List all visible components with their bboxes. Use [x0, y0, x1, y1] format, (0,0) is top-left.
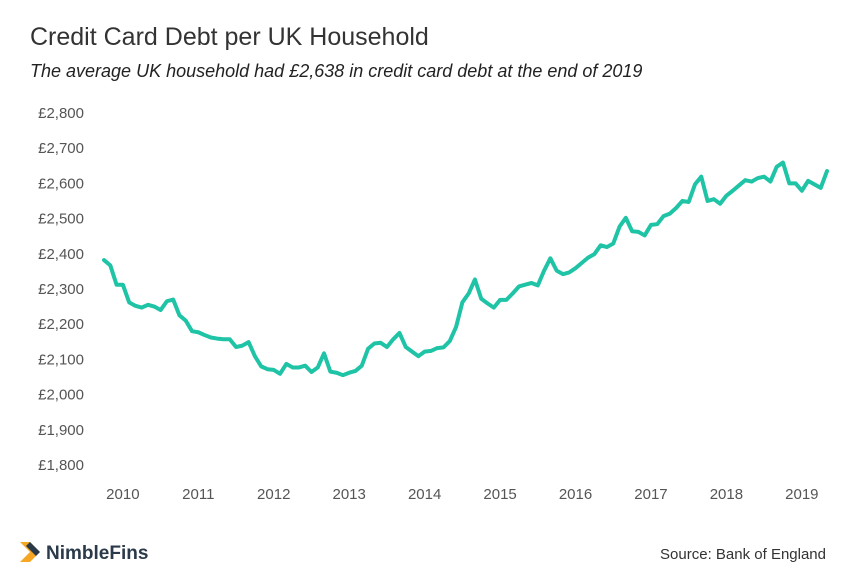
chart-subtitle: The average UK household had £2,638 in c…	[30, 61, 642, 81]
y-tick-label: £2,500	[38, 211, 84, 228]
x-tick-label: 2018	[710, 486, 743, 503]
x-tick-label: 2014	[408, 486, 441, 503]
y-tick-label: £2,800	[38, 105, 84, 122]
logo	[20, 542, 40, 562]
logo-icon-dark	[26, 542, 40, 556]
y-tick-label: £2,200	[38, 316, 84, 333]
y-tick-label: £2,000	[38, 387, 84, 404]
brand: NimbleFins	[46, 543, 148, 564]
y-tick-label: £1,800	[38, 457, 84, 474]
x-tick-label: 2019	[785, 486, 818, 503]
x-tick-label: 2015	[483, 486, 516, 503]
y-tick-label: £2,700	[38, 140, 84, 157]
y-tick-label: £2,100	[38, 351, 84, 368]
data-line	[102, 160, 829, 378]
x-tick-label: 2010	[106, 486, 139, 503]
x-tick-label: 2011	[182, 486, 214, 503]
chart-title: Credit Card Debt per UK Household	[30, 23, 429, 51]
source: Source: Bank of England	[660, 546, 826, 563]
y-tick-label: £2,300	[38, 281, 84, 298]
y-tick-label: £1,900	[38, 422, 84, 439]
x-tick-label: 2017	[634, 486, 667, 503]
y-tick-label: £2,400	[38, 246, 84, 263]
y-tick-label: £2,600	[38, 175, 84, 192]
x-tick-label: 2016	[559, 486, 592, 503]
x-tick-label: 2012	[257, 486, 290, 503]
x-tick-label: 2013	[333, 486, 366, 503]
